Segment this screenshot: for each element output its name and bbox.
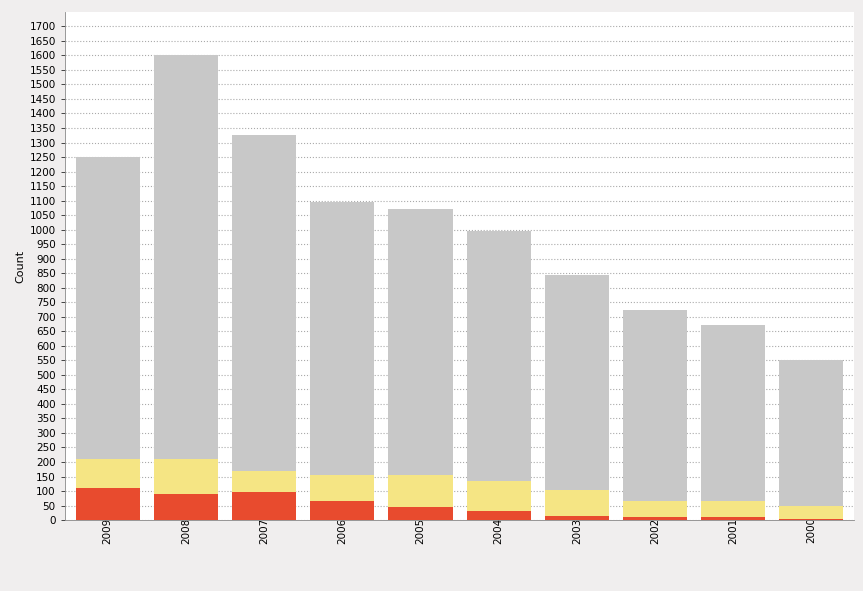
- Bar: [623, 310, 687, 501]
- Bar: [545, 275, 609, 489]
- Bar: [467, 511, 531, 520]
- Bar: [779, 505, 843, 519]
- Bar: [388, 507, 452, 520]
- Bar: [467, 231, 531, 481]
- Bar: [310, 475, 375, 501]
- Bar: [154, 56, 218, 459]
- Bar: [779, 361, 843, 505]
- Bar: [623, 517, 687, 520]
- Bar: [232, 492, 296, 520]
- Bar: [623, 501, 687, 517]
- Bar: [310, 501, 375, 520]
- Bar: [701, 326, 765, 501]
- Bar: [701, 517, 765, 520]
- Bar: [76, 459, 140, 488]
- Bar: [154, 494, 218, 520]
- Bar: [232, 470, 296, 492]
- Bar: [232, 135, 296, 470]
- Bar: [154, 459, 218, 494]
- Y-axis label: Count: Count: [16, 249, 25, 282]
- Bar: [467, 481, 531, 511]
- Bar: [545, 516, 609, 520]
- Bar: [76, 488, 140, 520]
- Bar: [701, 501, 765, 517]
- Bar: [388, 475, 452, 507]
- Bar: [779, 519, 843, 520]
- Bar: [310, 202, 375, 475]
- Bar: [545, 489, 609, 516]
- Bar: [76, 157, 140, 459]
- Bar: [388, 209, 452, 475]
